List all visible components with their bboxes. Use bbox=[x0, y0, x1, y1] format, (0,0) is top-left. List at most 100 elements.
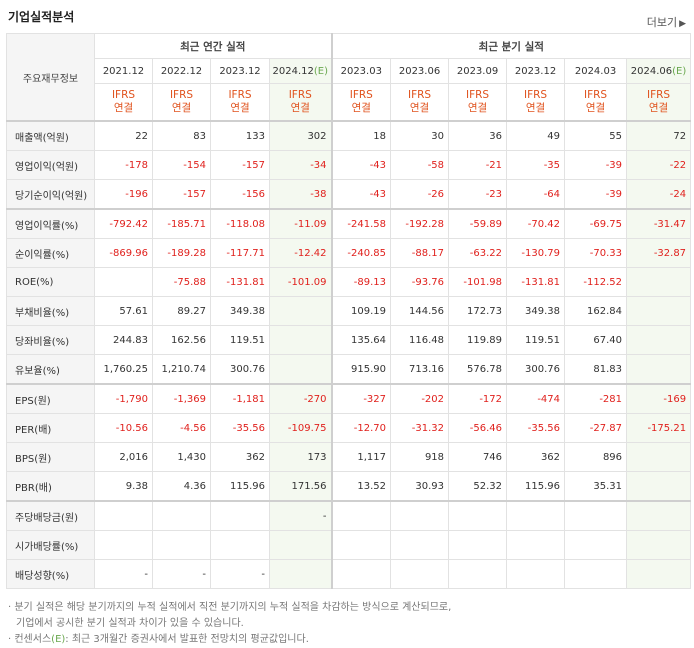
table-cell bbox=[626, 325, 692, 355]
table-cell: 1,760.25 bbox=[94, 354, 153, 385]
table-cell: -156 bbox=[210, 179, 270, 210]
ifrs-standard-link[interactable]: IFRS 연결 bbox=[390, 83, 450, 122]
table-row: 배당성향(%) - - - bbox=[6, 559, 692, 589]
table-row: 부채비율(%) 57.61 89.27 349.38 109.19 144.56 172.7… bbox=[6, 296, 692, 326]
table-cell bbox=[210, 530, 270, 560]
ifrs-standard-link[interactable]: IFRS 연결 bbox=[268, 83, 333, 122]
table-cell: 35.31 bbox=[564, 471, 628, 502]
period-header: 2024.12(E) bbox=[268, 58, 333, 84]
table-row: 시가배당률(%) bbox=[6, 530, 692, 560]
ifrs-label: IFRS bbox=[583, 89, 608, 101]
table-cell: -101.09 bbox=[268, 267, 333, 297]
table-cell bbox=[94, 530, 153, 560]
table-cell: 302 bbox=[268, 120, 333, 151]
table-cell bbox=[268, 559, 333, 589]
table-cell bbox=[390, 530, 450, 560]
table-cell: -281 bbox=[564, 383, 628, 414]
table-cell: 918 bbox=[390, 442, 450, 472]
table-cell: - bbox=[94, 559, 153, 589]
table-cell: -93.76 bbox=[390, 267, 450, 297]
period-header: 2023.03 bbox=[330, 58, 392, 84]
table-cell: -185.71 bbox=[152, 208, 211, 239]
table-cell: -327 bbox=[330, 383, 392, 414]
table-cell bbox=[152, 530, 211, 560]
table-cell: 1,210.74 bbox=[152, 354, 211, 385]
table-cell: 119.89 bbox=[448, 325, 508, 355]
row-label: PBR(배) bbox=[6, 471, 95, 502]
table-cell bbox=[626, 296, 692, 326]
ifrs-standard-link[interactable]: IFRS 연결 bbox=[210, 83, 270, 122]
table-cell: -23 bbox=[448, 179, 508, 210]
table-cell bbox=[390, 500, 450, 531]
consolidated-label: 연결 bbox=[290, 102, 310, 114]
row-label: 배당성향(%) bbox=[6, 559, 95, 589]
corner-label: 주요재무정보 bbox=[6, 33, 95, 122]
table-cell: -192.28 bbox=[390, 208, 450, 239]
table-cell: 4.36 bbox=[152, 471, 211, 502]
table-cell bbox=[268, 354, 333, 385]
table-cell bbox=[506, 500, 566, 531]
period-header: 2024.06(E) bbox=[626, 58, 692, 84]
consolidated-label: 연결 bbox=[409, 102, 430, 114]
ifrs-standard-link[interactable]: IFRS 연결 bbox=[152, 83, 211, 122]
table-cell: 915.90 bbox=[330, 354, 392, 385]
table-cell: 115.96 bbox=[506, 471, 566, 502]
table-cell bbox=[268, 325, 333, 355]
table-cell: -31.32 bbox=[390, 413, 450, 443]
table-cell: 89.27 bbox=[152, 296, 211, 326]
ifrs-label: IFRS bbox=[169, 89, 194, 101]
table-cell: -474 bbox=[506, 383, 566, 414]
row-label: 당좌비율(%) bbox=[6, 325, 95, 355]
table-cell: -4.56 bbox=[152, 413, 211, 443]
ifrs-standard-link[interactable]: IFRS 연결 bbox=[564, 83, 628, 122]
table-cell: 1,117 bbox=[330, 442, 392, 472]
table-cell: -10.56 bbox=[94, 413, 153, 443]
row-label: EPS(원) bbox=[6, 383, 95, 414]
row-label: 시가배당률(%) bbox=[6, 530, 95, 560]
row-label: 부채비율(%) bbox=[6, 296, 95, 326]
table-cell: -112.52 bbox=[564, 267, 628, 297]
ifrs-label: IFRS bbox=[111, 89, 136, 101]
table-cell: 49 bbox=[506, 120, 566, 151]
table-cell: -157 bbox=[210, 150, 270, 180]
table-row: 당기순이익(억원) -196 -157 -156 -38 -43 -26 -23 -64 -39-… bbox=[6, 179, 692, 210]
ifrs-standard-link[interactable]: IFRS 연결 bbox=[506, 83, 566, 122]
period-header: 2023.12 bbox=[506, 58, 566, 84]
table-cell: -175.21 bbox=[626, 413, 692, 443]
table-cell bbox=[506, 530, 566, 560]
note-consensus: · 컨센서스(E): 최근 3개월간 증권사에서 발표한 전망치의 평균값입니다… bbox=[8, 632, 451, 648]
ifrs-label: IFRS bbox=[646, 89, 671, 101]
table-row: ROE(%) -75.88 -131.81 -101.09 -89.13 -93.76 -1… bbox=[6, 267, 692, 297]
table-cell: -11.09 bbox=[268, 208, 333, 239]
table-cell: 173 bbox=[268, 442, 333, 472]
ifrs-standard-link[interactable]: IFRS 연결 bbox=[330, 83, 392, 122]
annual-group-header: 최근 연간 실적 bbox=[93, 33, 333, 59]
table-cell: 9.38 bbox=[94, 471, 153, 502]
table-cell: 135.64 bbox=[330, 325, 392, 355]
table-cell: -169 bbox=[626, 383, 692, 414]
table-cell: 67.40 bbox=[564, 325, 628, 355]
table-cell: -1,369 bbox=[152, 383, 211, 414]
table-cell bbox=[330, 559, 392, 589]
table-cell: -172 bbox=[448, 383, 508, 414]
ifrs-standard-link[interactable]: IFRS 연결 bbox=[94, 83, 153, 122]
more-link[interactable]: 더보기 ▶ bbox=[647, 14, 686, 30]
table-cell: -35 bbox=[506, 150, 566, 180]
table-cell: -117.71 bbox=[210, 238, 270, 268]
table-row: 영업이익률(%) -792.42 -185.71 -118.08 -11.09 -241.… bbox=[6, 208, 692, 239]
period-header: 2022.12 bbox=[152, 58, 211, 84]
table-cell: -101.98 bbox=[448, 267, 508, 297]
table-cell bbox=[268, 296, 333, 326]
table-cell: -89.13 bbox=[330, 267, 392, 297]
note-consensus-mark: (E) bbox=[51, 634, 66, 645]
table-cell: -43 bbox=[330, 179, 392, 210]
table-cell: -43 bbox=[330, 150, 392, 180]
financial-table: 주요재무정보 최근 연간 실적 최근 분기 실적 2021.12 2022.12 2… bbox=[6, 33, 692, 589]
ifrs-standard-link[interactable]: IFRS 연결 bbox=[626, 83, 692, 122]
table-cell: -157 bbox=[152, 179, 211, 210]
ifrs-standard-link[interactable]: IFRS 연결 bbox=[448, 83, 508, 122]
table-row: PBR(배) 9.38 4.36 115.96 171.56 13.52 30.93 52.3… bbox=[6, 471, 692, 502]
table-cell: 576.78 bbox=[448, 354, 508, 385]
consolidated-label: 연결 bbox=[230, 102, 250, 114]
consolidated-label: 연결 bbox=[351, 102, 371, 114]
